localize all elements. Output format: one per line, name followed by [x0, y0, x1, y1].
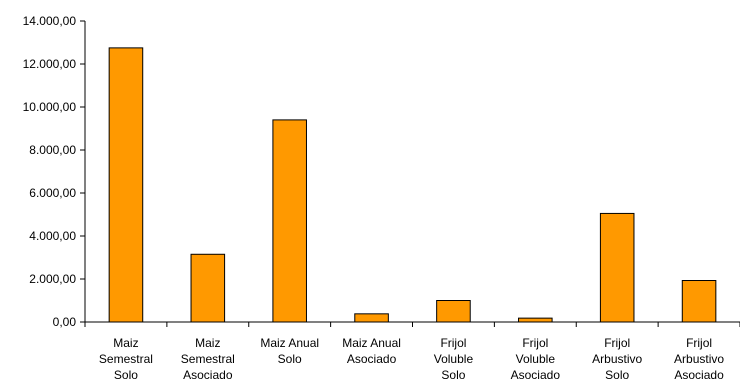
- x-tick-label: Maiz Semestral Asociado: [181, 336, 235, 382]
- bar: [108, 47, 144, 323]
- y-tick-label: 10.000,00: [23, 100, 77, 114]
- y-tick-label: 4.000,00: [29, 229, 76, 243]
- x-tick-label: Maiz Anual Asociado: [342, 336, 401, 366]
- x-tick-label: Frijol Voluble Asociado: [511, 336, 561, 382]
- x-tick-label: Frijol Arbustivo Asociado: [674, 336, 724, 382]
- x-tick-label: Frijol Voluble Solo: [434, 336, 474, 382]
- bar: [599, 212, 635, 323]
- bar: [681, 280, 717, 323]
- y-tick-label: 2.000,00: [29, 272, 76, 286]
- bar: [518, 317, 553, 323]
- bar: [354, 313, 389, 323]
- x-tick-label: Maiz Semestral Solo: [99, 336, 153, 382]
- y-axis: 0,00 2.000,00 4.000,00 6.000,00 8.000,00 10.0…: [23, 14, 86, 329]
- y-tick-label: 12.000,00: [23, 57, 77, 71]
- x-axis: [84, 321, 740, 327]
- category-labels: Maiz Semestral Solo Maiz Semestral Asociado Ma…: [99, 336, 724, 382]
- y-tick-label: 0,00: [53, 315, 77, 329]
- bar: [272, 119, 307, 323]
- y-tick-label: 8.000,00: [29, 143, 76, 157]
- bars: [108, 47, 717, 323]
- y-tick-label: 6.000,00: [29, 186, 76, 200]
- x-tick-label: Maiz Anual Solo: [260, 336, 319, 366]
- y-tick-label: 14.000,00: [23, 14, 77, 28]
- bar: [190, 253, 226, 323]
- x-tick-label: Frijol Arbustivo Solo: [592, 336, 642, 382]
- bar: [436, 300, 471, 323]
